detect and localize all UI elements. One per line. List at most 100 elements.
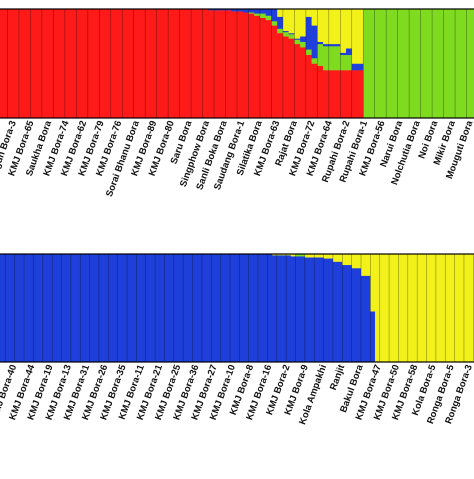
bar-segment-bottom-31-blue bbox=[141, 254, 147, 363]
bar-segment-bottom-87-yellow bbox=[403, 254, 409, 363]
bar-segment-bottom-77-yellow bbox=[356, 254, 362, 269]
bar-segment-top-73-green bbox=[414, 9, 421, 119]
bar-segment-bottom-40-blue bbox=[183, 254, 189, 363]
plot-frame-top bbox=[0, 8, 474, 119]
bar-segment-bottom-55-blue bbox=[253, 254, 259, 363]
bar-segment-top-6-red bbox=[30, 9, 37, 119]
bar-segment-top-43-blue bbox=[242, 9, 249, 13]
bar-segment-bottom-47-blue bbox=[215, 254, 221, 363]
bar-segment-top-48-red bbox=[271, 25, 278, 119]
bar-segment-bottom-48-blue bbox=[220, 254, 226, 363]
bar-segment-bottom-70-yellow bbox=[323, 254, 329, 259]
bar-segment-bottom-32-blue bbox=[145, 254, 151, 363]
bar-segment-top-28-red bbox=[156, 9, 163, 119]
bar-segment-bottom-79-yellow bbox=[365, 254, 371, 276]
bar-segment-bottom-90-yellow bbox=[417, 254, 423, 363]
bar-segment-bottom-18-blue bbox=[80, 254, 86, 363]
bar-segment-top-31-red bbox=[173, 9, 180, 119]
bar-segment-bottom-37-blue bbox=[169, 254, 175, 363]
bar-segment-top-76-green bbox=[432, 9, 439, 119]
bar-segment-bottom-59-yellow bbox=[272, 254, 278, 256]
bar-segment-top-3-red bbox=[13, 9, 20, 119]
bar-segment-top-53-yellow bbox=[300, 9, 307, 37]
bar-segment-bottom-44-blue bbox=[201, 254, 207, 363]
bar-segment-bottom-1-blue bbox=[0, 254, 6, 363]
bar-segment-top-57-yellow bbox=[323, 9, 330, 45]
bar-segment-bottom-89-yellow bbox=[412, 254, 418, 363]
bar-segment-top-80-green bbox=[455, 9, 462, 119]
bar-segment-bottom-101-yellow bbox=[468, 254, 474, 363]
bar-segment-bottom-17-blue bbox=[75, 254, 81, 363]
bar-segment-top-17-red bbox=[93, 9, 100, 119]
bar-segment-bottom-0-blue bbox=[0, 254, 2, 363]
bar-segment-top-53-red bbox=[300, 47, 307, 119]
bar-segment-top-42-red bbox=[237, 11, 244, 119]
bar-segment-top-71-green bbox=[403, 9, 410, 119]
bar-segment-bottom-97-yellow bbox=[449, 254, 455, 363]
bar-segment-top-51-red bbox=[288, 38, 295, 119]
bar-segment-top-5-red bbox=[24, 9, 31, 119]
bar-segment-top-55-green bbox=[311, 58, 318, 64]
bar-segment-top-30-red bbox=[168, 9, 175, 119]
bar-segment-top-61-green bbox=[346, 54, 353, 71]
bar-segment-top-49-yellow bbox=[277, 9, 284, 17]
bar-segment-bottom-9-blue bbox=[38, 254, 44, 363]
bar-segment-top-60-yellow bbox=[340, 9, 347, 53]
bar-segment-bottom-62-yellow bbox=[286, 254, 292, 256]
bar-segment-top-69-green bbox=[391, 9, 399, 119]
bar-segment-top-60-blue bbox=[340, 52, 347, 56]
bar-segment-bottom-64-green bbox=[295, 254, 301, 257]
bar-segment-top-22-red bbox=[122, 9, 129, 119]
bar-segment-bottom-61-yellow bbox=[281, 254, 287, 256]
bar-segment-top-18-red bbox=[99, 9, 106, 119]
bar-segment-bottom-12-blue bbox=[52, 254, 58, 363]
bar-segment-bottom-7-blue bbox=[28, 254, 34, 363]
bar-segment-top-15-red bbox=[82, 9, 89, 119]
bar-segment-bottom-13-blue bbox=[56, 254, 62, 363]
bar-segment-bottom-52-blue bbox=[239, 254, 245, 363]
bar-segment-top-11-red bbox=[59, 9, 66, 119]
bar-segment-bottom-66-blue bbox=[304, 257, 310, 363]
bar-segment-bottom-53-blue bbox=[244, 254, 250, 363]
bar-segment-top-52-blue bbox=[294, 38, 301, 40]
bar-segment-top-7-red bbox=[36, 9, 43, 119]
bar-segment-top-20-red bbox=[110, 9, 117, 119]
bar-segment-top-13-red bbox=[70, 9, 77, 119]
bar-segment-top-49-green bbox=[277, 28, 284, 34]
bar-segment-bottom-56-blue bbox=[258, 254, 264, 363]
bar-segment-bottom-2-blue bbox=[5, 254, 11, 363]
bar-segment-bottom-38-blue bbox=[173, 254, 179, 363]
bar-segment-top-38-blue bbox=[214, 9, 221, 11]
bar-segment-bottom-25-blue bbox=[112, 254, 119, 363]
bar-segment-top-66-green bbox=[374, 9, 381, 119]
bar-segment-top-55-blue bbox=[311, 25, 318, 59]
bar-segment-bottom-34-blue bbox=[155, 254, 161, 363]
bar-segment-bottom-88-yellow bbox=[407, 254, 413, 363]
bar-segment-bottom-74-blue bbox=[342, 264, 348, 363]
bar-segment-top-54-yellow bbox=[305, 9, 312, 17]
bar-segment-bottom-80-yellow bbox=[370, 254, 376, 312]
bar-segment-top-45-blue bbox=[254, 9, 261, 14]
bar-segment-bottom-75-yellow bbox=[346, 254, 352, 266]
bar-segment-bottom-75-blue bbox=[346, 264, 352, 363]
bar-segment-bottom-54-blue bbox=[248, 254, 254, 363]
bar-segment-top-47-blue bbox=[265, 9, 272, 16]
bar-segment-top-77-green bbox=[437, 9, 444, 119]
bar-segment-bottom-58-blue bbox=[267, 254, 273, 363]
bar-segment-top-49-blue bbox=[277, 16, 284, 29]
bar-segment-bottom-72-blue bbox=[332, 261, 338, 363]
bar-segment-top-47-red bbox=[265, 19, 272, 119]
bar-segment-top-36-red bbox=[202, 9, 209, 119]
bar-segment-bottom-60-blue bbox=[276, 255, 282, 363]
bar-segment-top-75-green bbox=[426, 9, 433, 119]
bar-segment-top-63-yellow bbox=[357, 9, 364, 64]
bar-segment-top-39-blue bbox=[219, 9, 226, 11]
bar-segment-top-72-green bbox=[409, 9, 416, 119]
bar-segment-top-67-green bbox=[380, 9, 387, 119]
bar-segment-top-54-green bbox=[305, 49, 312, 56]
bar-segment-top-83-green bbox=[472, 9, 474, 119]
bar-segment-bottom-3-blue bbox=[10, 254, 16, 363]
bar-segment-top-9-red bbox=[47, 9, 54, 119]
